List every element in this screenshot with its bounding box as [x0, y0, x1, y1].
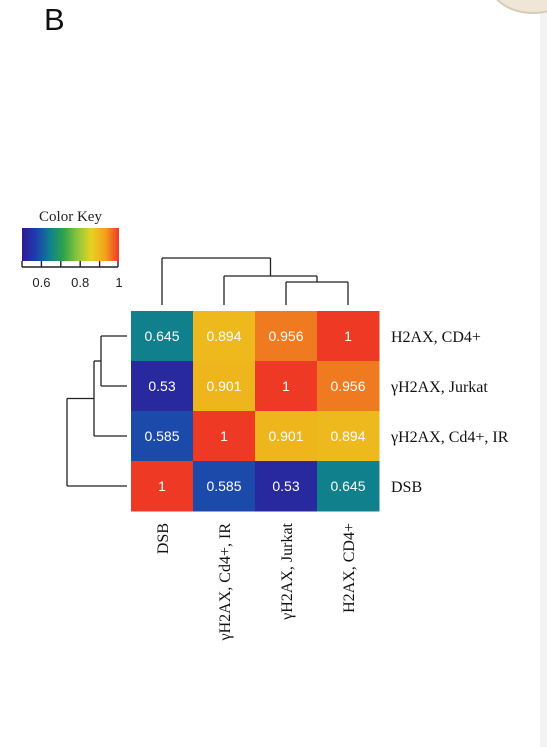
cell-value-label: 0.585 [144, 428, 179, 444]
color-key-tick-label: 0.8 [71, 275, 89, 290]
cell-value-label: 0.53 [272, 478, 299, 494]
heatmap-cell [317, 311, 380, 362]
row-label: DSB [391, 479, 422, 496]
row-label: γH2AX, Cd4+, IR [390, 429, 509, 446]
color-key-title: Color Key [39, 209, 102, 225]
cell-value-label: 0.645 [144, 328, 179, 344]
cell-value-label: 0.53 [148, 378, 175, 394]
panel-label: B [44, 2, 65, 37]
row-dendrogram [66, 335, 127, 487]
column-label: DSB [155, 523, 172, 554]
heatmap-cell [317, 411, 380, 462]
heatmap-cell [255, 461, 318, 512]
heatmap-cell [193, 361, 256, 412]
heatmap-cell [255, 311, 318, 362]
cell-value-label: 0.585 [206, 478, 241, 494]
heatmap-cell [193, 311, 256, 362]
color-key-tick-label: 0.6 [32, 275, 50, 290]
column-dendrogram [161, 257, 349, 305]
cell-value-label: 0.901 [268, 428, 303, 444]
heatmap-cell [131, 411, 194, 462]
column-label: γH2AX, Cd4+, IR [217, 523, 234, 642]
color-key-gradient [22, 228, 119, 261]
heatmap-cell [317, 461, 380, 512]
row-labels: H2AX, CD4+ γH2AX, Jurkat γH2AX, Cd4+, IR DS… [390, 329, 509, 496]
cell-value-label: 0.901 [206, 378, 241, 394]
heatmap-cell [131, 311, 194, 362]
heatmap-cells: 0.645 0.894 0.956 1 0.53 0.901 1 0.956 0.585 1 0.9… [131, 311, 380, 512]
cell-value-label: 0.645 [330, 478, 365, 494]
row-label: γH2AX, Jurkat [390, 379, 488, 396]
cell-value-label: 1 [158, 478, 166, 494]
column-labels: DSB γH2AX, Cd4+, IR γH2AX, Jurkat H2AX, CD4… [155, 522, 358, 641]
image-edge-strip [540, 0, 547, 747]
heatmap-cell [131, 461, 194, 512]
column-label: γH2AX, Jurkat [279, 522, 296, 620]
cell-value-label: 0.956 [268, 328, 303, 344]
color-key-tick-label: 1 [115, 275, 122, 290]
cell-value-label: 1 [282, 378, 290, 394]
cell-value-label: 0.956 [330, 378, 365, 394]
row-label: H2AX, CD4+ [391, 329, 481, 346]
cell-value-label: 1 [220, 428, 228, 444]
heatmap-cell [255, 361, 318, 412]
heatmap-cell [193, 411, 256, 462]
cell-value-label: 0.894 [330, 428, 365, 444]
column-label: H2AX, CD4+ [341, 523, 358, 613]
heatmap-cell [131, 361, 194, 412]
cell-value-label: 1 [344, 328, 352, 344]
cell-value-label: 0.894 [206, 328, 241, 344]
heatmap-cell [255, 411, 318, 462]
color-key: Color Key 0.6 0.8 1 [21, 209, 123, 290]
heatmap-cell [317, 361, 380, 412]
heatmap-cell [193, 461, 256, 512]
